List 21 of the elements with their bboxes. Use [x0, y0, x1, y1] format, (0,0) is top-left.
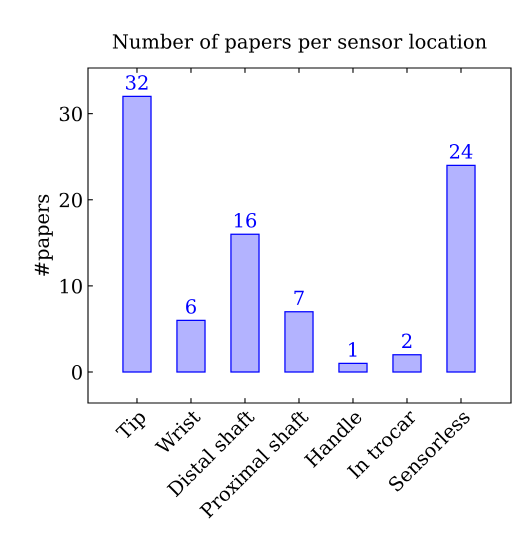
bar: [392, 354, 422, 373]
y-tick-label: 0: [72, 364, 82, 380]
bar: [176, 320, 206, 373]
y-axis-title: #papers: [34, 194, 53, 276]
bar: [338, 362, 368, 373]
data-label: 7: [294, 290, 304, 305]
bar: [284, 311, 314, 373]
data-label: 32: [126, 75, 148, 90]
bar: [122, 96, 152, 373]
data-label: 16: [234, 212, 256, 228]
x-tick-label: Tip: [115, 408, 150, 444]
chart-title: Number of papers per sensor location: [112, 34, 487, 53]
y-tick-label: 30: [60, 106, 82, 122]
bar: [230, 234, 260, 373]
data-label: 2: [402, 334, 412, 348]
data-label: 6: [186, 299, 196, 314]
y-tick-label: 10: [60, 278, 82, 294]
bar: [446, 164, 476, 373]
data-label: 24: [450, 144, 472, 158]
data-label: 1: [349, 342, 356, 357]
y-tick-label: 20: [60, 192, 82, 208]
